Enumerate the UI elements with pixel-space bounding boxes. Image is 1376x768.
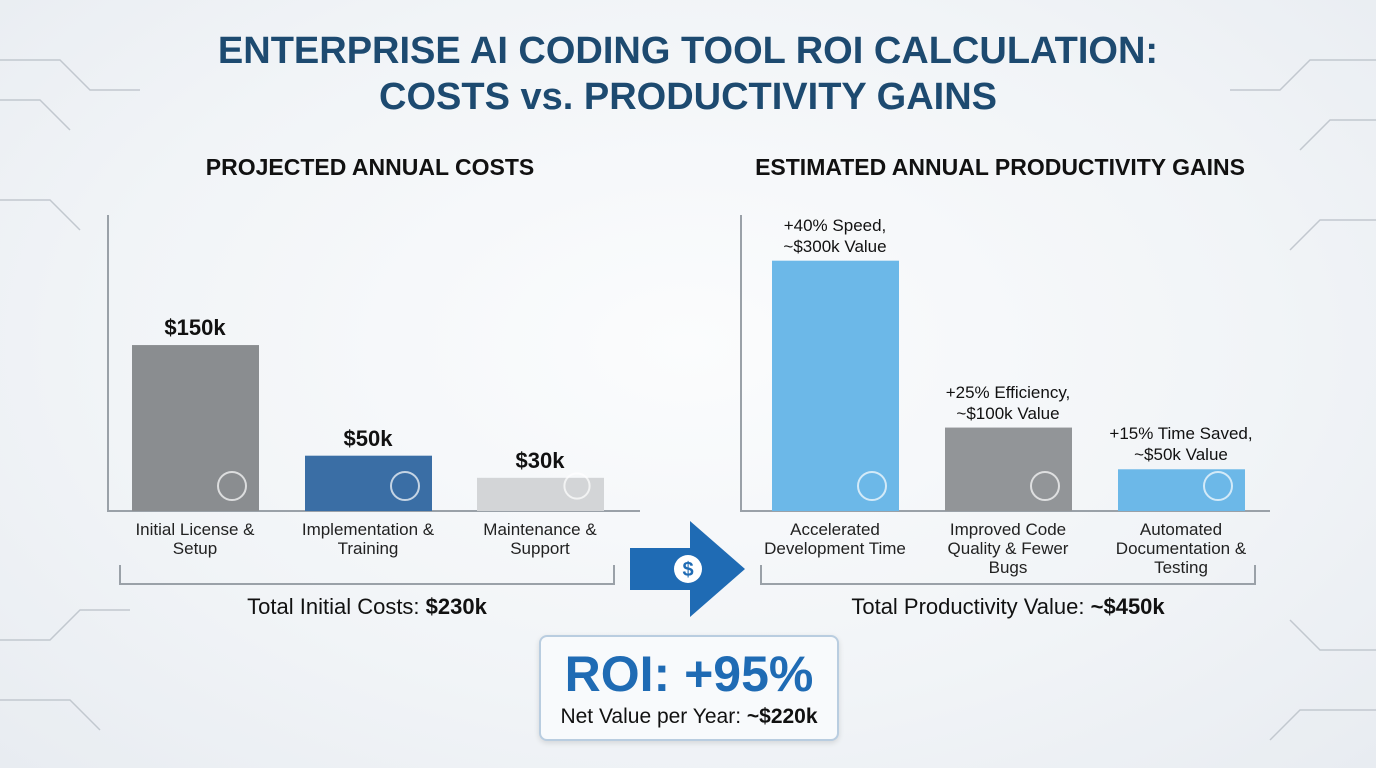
- costs-chart-title: PROJECTED ANNUAL COSTS: [205, 154, 535, 180]
- costs-bracket: [119, 565, 615, 585]
- gains-total: Total Productivity Value: ~$450k: [851, 594, 1165, 619]
- category-label: Accelerated Development Time: [764, 520, 906, 558]
- bar: [305, 455, 432, 511]
- costs-axis: [107, 215, 640, 512]
- roi-box: ROI: +95% Net Value per Year: ~$220k: [539, 635, 839, 741]
- category-label: Automated Documentation & Testing: [1115, 520, 1247, 577]
- page-title: ENTERPRISE AI CODING TOOL ROI CALCULATIO…: [217, 30, 1159, 118]
- svg-text:$: $: [682, 559, 693, 581]
- data-label: +15% Time Saved, ~$50k Value: [1109, 424, 1253, 465]
- gears-icon: [217, 471, 247, 501]
- code-window-icon: [1030, 471, 1060, 501]
- trainer-monitor-icon: [390, 471, 420, 501]
- category-label: Initial License & Setup: [135, 520, 255, 558]
- category-label: Improved Code Quality & Fewer Bugs: [947, 520, 1069, 577]
- gains-axis: [740, 215, 1270, 512]
- bar: [477, 477, 604, 511]
- transition-arrow: $: [630, 521, 745, 617]
- roi-value: ROI: +95%: [564, 646, 814, 702]
- gains-chart-title: ESTIMATED ANNUAL PRODUCTIVITY GAINS: [755, 154, 1245, 180]
- category-label: Maintenance & Support: [483, 520, 597, 558]
- data-label: +40% Speed, ~$300k Value: [783, 215, 887, 256]
- bar: [1118, 469, 1245, 511]
- data-label: $50k: [343, 425, 393, 451]
- net-value: Net Value per Year: ~$220k: [560, 705, 818, 728]
- speed-gear-icon: [857, 471, 887, 501]
- bar: [945, 427, 1072, 511]
- bar: [132, 345, 259, 511]
- clock-icon: [1203, 471, 1233, 501]
- category-label: Implementation & Training: [301, 520, 435, 558]
- hand-coin-icon: [563, 472, 591, 500]
- circuit-decoration: [0, 59, 1376, 741]
- bar: [772, 260, 899, 511]
- data-label: $150k: [164, 315, 226, 341]
- gains-bracket: [760, 565, 1256, 585]
- dollar-icon: [674, 555, 702, 583]
- data-label: $30k: [515, 447, 565, 473]
- costs-total: Total Initial Costs: $230k: [247, 594, 487, 619]
- data-label: +25% Efficiency, ~$100k Value: [945, 382, 1071, 423]
